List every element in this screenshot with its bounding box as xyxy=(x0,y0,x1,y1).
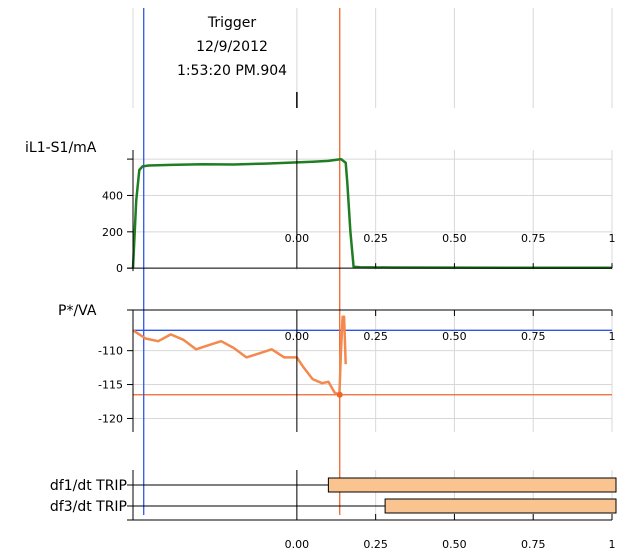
y-tick-label-power: -110 xyxy=(98,345,123,358)
x-tick-label-trip: 0.00 xyxy=(285,538,310,551)
grid-layer xyxy=(132,8,613,520)
x-tick-label-current: 1 xyxy=(609,232,616,245)
data-layer xyxy=(131,157,617,514)
trip-bar xyxy=(327,477,617,493)
y-axis-label-current: iL1-S1/mA xyxy=(25,140,97,156)
x-tick-label-current: 0.00 xyxy=(285,232,310,245)
power-trace xyxy=(132,315,347,396)
y-tick-label-current: 200 xyxy=(102,226,123,239)
y-tick-label-current: 400 xyxy=(102,189,123,202)
x-tick-label-power: 0.50 xyxy=(442,330,467,343)
x-tick-label-current: 0.25 xyxy=(363,232,388,245)
trip-row-label: df3/dt TRIP xyxy=(50,499,127,515)
y-tick-label-power: -115 xyxy=(98,379,123,392)
cursor-layer xyxy=(133,8,612,515)
x-tick-label-trip: 0.25 xyxy=(363,538,388,551)
power-cursor-point xyxy=(336,391,343,398)
x-tick-label-power: 0.00 xyxy=(285,330,310,343)
x-tick-label-trip: 0.50 xyxy=(442,538,467,551)
trigger-title: Trigger xyxy=(207,15,257,31)
x-tick-label-power: 1 xyxy=(609,330,616,343)
trigger-time: 1:53:20 PM.904 xyxy=(177,63,287,79)
trip-row-label: df1/dt TRIP xyxy=(50,478,127,494)
trigger-date: 12/9/2012 xyxy=(196,39,268,55)
y-axis-label-power: P*/VA xyxy=(58,303,97,319)
x-tick-label-current: 0.50 xyxy=(442,232,467,245)
y-tick-label-power: -120 xyxy=(98,412,123,425)
x-tick-label-current: 0.75 xyxy=(521,232,546,245)
trip-bar xyxy=(384,498,617,514)
text-layer: Trigger 12/9/2012 1:53:20 PM.904 0 200 400… xyxy=(25,15,616,551)
axis-layer xyxy=(127,92,613,521)
x-tick-label-power: 0.75 xyxy=(521,330,546,343)
current-trace xyxy=(131,157,612,270)
y-tick-label-current: 0 xyxy=(116,262,123,275)
x-tick-label-power: 0.25 xyxy=(363,330,388,343)
x-tick-label-trip: 0.75 xyxy=(521,538,546,551)
x-tick-label-trip: 1 xyxy=(609,538,616,551)
